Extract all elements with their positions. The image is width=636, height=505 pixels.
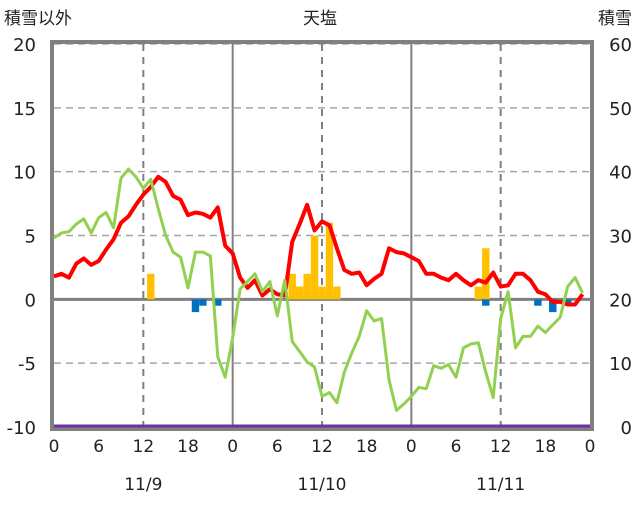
x-tick-label: 18 [177, 437, 199, 457]
snow-decrease-bar [534, 299, 542, 306]
y-right-tick-label: 50 [609, 99, 632, 120]
x-tick-label: 6 [272, 437, 283, 457]
y-left-tick-label: 5 [25, 227, 36, 248]
date-label: 11/11 [476, 475, 525, 495]
y-left-tick-label: 10 [13, 163, 36, 184]
snow-increase-bar [303, 273, 311, 300]
right-axis-title: 積雪 [598, 9, 632, 29]
x-tick-label: 12 [133, 437, 155, 457]
date-label: 11/10 [298, 475, 347, 495]
snow-increase-bar [318, 286, 326, 300]
y-right-tick-label: 0 [621, 418, 632, 439]
x-tick-label: 12 [490, 437, 512, 457]
snow-decrease-bar [191, 299, 200, 313]
y-right-tick-label: 20 [609, 290, 632, 311]
snow-increase-bar [333, 286, 341, 300]
y-right-tick-label: 60 [609, 35, 632, 56]
x-tick-label: 6 [93, 437, 104, 457]
snow-increase-bar [288, 273, 296, 300]
x-tick-label: 0 [585, 437, 596, 457]
snow-decrease-bar [214, 299, 222, 306]
snow-decrease-bar [549, 299, 557, 313]
x-tick-label: 0 [406, 437, 417, 457]
y-left-tick-label: -10 [7, 418, 36, 439]
snow-increase-bar [310, 235, 319, 300]
series-red-line [53, 174, 585, 307]
y-left-tick-label: 15 [13, 99, 36, 120]
y-left-tick-label: 20 [13, 35, 36, 56]
snow-increase-bar [147, 273, 155, 300]
chart-title: 天塩 [303, 9, 337, 29]
snow-decrease-bar [563, 299, 572, 303]
plot-frame [50, 40, 594, 431]
snow-increase-bar [325, 222, 334, 300]
x-tick-label: 18 [535, 437, 557, 457]
x-tick-label: 12 [311, 437, 333, 457]
snow-increase-bar [295, 286, 304, 300]
snow-increase-bar [482, 248, 490, 300]
left-axis-title: 積雪以外 [4, 9, 72, 29]
snow-decrease-bar [482, 299, 490, 306]
y-left-tick-label: -5 [18, 354, 36, 375]
series-green-line [53, 167, 584, 412]
x-tick-label: 0 [227, 437, 238, 457]
y-left-tick-label: 0 [25, 290, 36, 311]
date-label: 11/9 [124, 475, 162, 495]
snow-increase-bar [474, 286, 483, 300]
x-tick-label: 18 [356, 437, 378, 457]
y-right-tick-label: 30 [609, 227, 632, 248]
x-tick-label: 0 [49, 437, 60, 457]
y-right-tick-label: 40 [609, 163, 632, 184]
snow-decrease-bar [199, 299, 207, 306]
x-tick-label: 6 [451, 437, 462, 457]
y-right-tick-label: 10 [609, 354, 632, 375]
